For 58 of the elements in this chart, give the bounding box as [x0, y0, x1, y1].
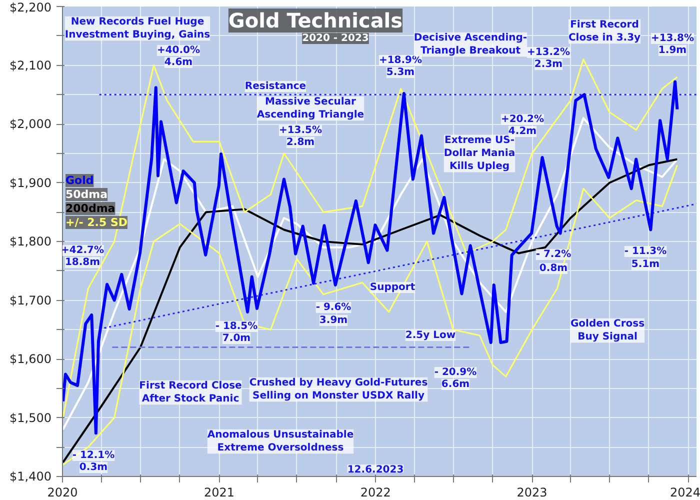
x-tick-label: 2020	[47, 486, 78, 500]
annotation: 0.8m	[539, 263, 568, 274]
annotation: 4.6m	[164, 57, 193, 68]
annotation: - 11.3%	[624, 246, 667, 257]
annotation: First Record Close After Stock Panic	[139, 380, 242, 405]
annotation: 5.3m	[386, 67, 415, 78]
annotation: +13.5%	[278, 125, 322, 136]
y-tick-label: $1,500	[10, 410, 52, 425]
y-tick-label: $2,100	[10, 58, 52, 72]
y-tick-label: $2,200	[10, 0, 52, 14]
annotation: 2.5y Low	[405, 330, 456, 341]
y-tick-label: $1,800	[10, 234, 52, 248]
text: 200dma	[66, 202, 116, 215]
annotation: 5.1m	[631, 259, 660, 270]
annotation: 4.2m	[508, 126, 537, 137]
annotation: - 18.5%	[215, 321, 258, 332]
annotation: +13.2%	[526, 47, 570, 58]
x-tick-label: 2022	[360, 486, 391, 500]
annotation: +18.9%	[378, 55, 422, 66]
annotation: 2.3m	[534, 59, 563, 70]
chart-title: Gold Technicals	[228, 8, 403, 32]
annotation: New Records Fuel Huge Investment Buying, Gains	[64, 16, 210, 41]
annotation: Decisive Ascending- Triangle Breakout	[414, 32, 528, 57]
annotation: 18.8m	[64, 257, 100, 268]
annotation: 3.9m	[319, 315, 348, 326]
annotation: - 7.2%	[536, 249, 572, 260]
x-tick-label: 2023	[516, 486, 548, 500]
annotation: +13.8%	[650, 33, 694, 44]
annotation: +20.2%	[500, 114, 544, 125]
annotation: - 12.1%	[72, 450, 115, 461]
annotation: - 20.9%	[434, 367, 477, 378]
annotation: 7.0m	[222, 333, 251, 344]
annotation: Golden Cross Buy Signal	[570, 318, 645, 343]
x-tick-label: 2021	[204, 486, 235, 500]
x-tick-label: 2024	[670, 486, 700, 500]
annotation: 12.6.2023	[347, 464, 404, 476]
text: 2020 - 2023	[302, 33, 369, 44]
text: Gold	[66, 174, 94, 187]
annotation: Crushed by Heavy Gold-Futures Selling on Monster USDX Rally	[249, 377, 428, 402]
annotation: First Record Close in 3.3y	[568, 19, 642, 44]
annotation: +40.0%	[156, 45, 200, 56]
y-tick-label: $2,000	[10, 117, 52, 131]
text: 50dma	[66, 188, 108, 201]
series-label: +/- 2.5 SD	[66, 216, 128, 229]
annotation: Extreme US- Dollar Mania Kills Upleg	[444, 134, 516, 172]
y-tick-label: $1,400	[10, 470, 52, 484]
annotation: 2.8m	[286, 137, 315, 148]
y-tick-label: $1,700	[10, 293, 52, 308]
annotation: 1.9m	[658, 45, 687, 56]
annotation: - 9.6%	[316, 302, 352, 313]
annotation: Resistance	[244, 81, 306, 92]
annotation: Massive Secular Ascending Triangle	[256, 96, 364, 121]
y-tick-label: $1,900	[10, 176, 52, 190]
annotation: Anomalous Unsustainable Extreme Oversoldness	[207, 429, 354, 454]
annotation: 0.3m	[79, 462, 108, 473]
y-tick-label: $1,600	[10, 352, 52, 366]
annotation: 6.6m	[441, 379, 470, 390]
annotation: Support	[370, 282, 416, 293]
